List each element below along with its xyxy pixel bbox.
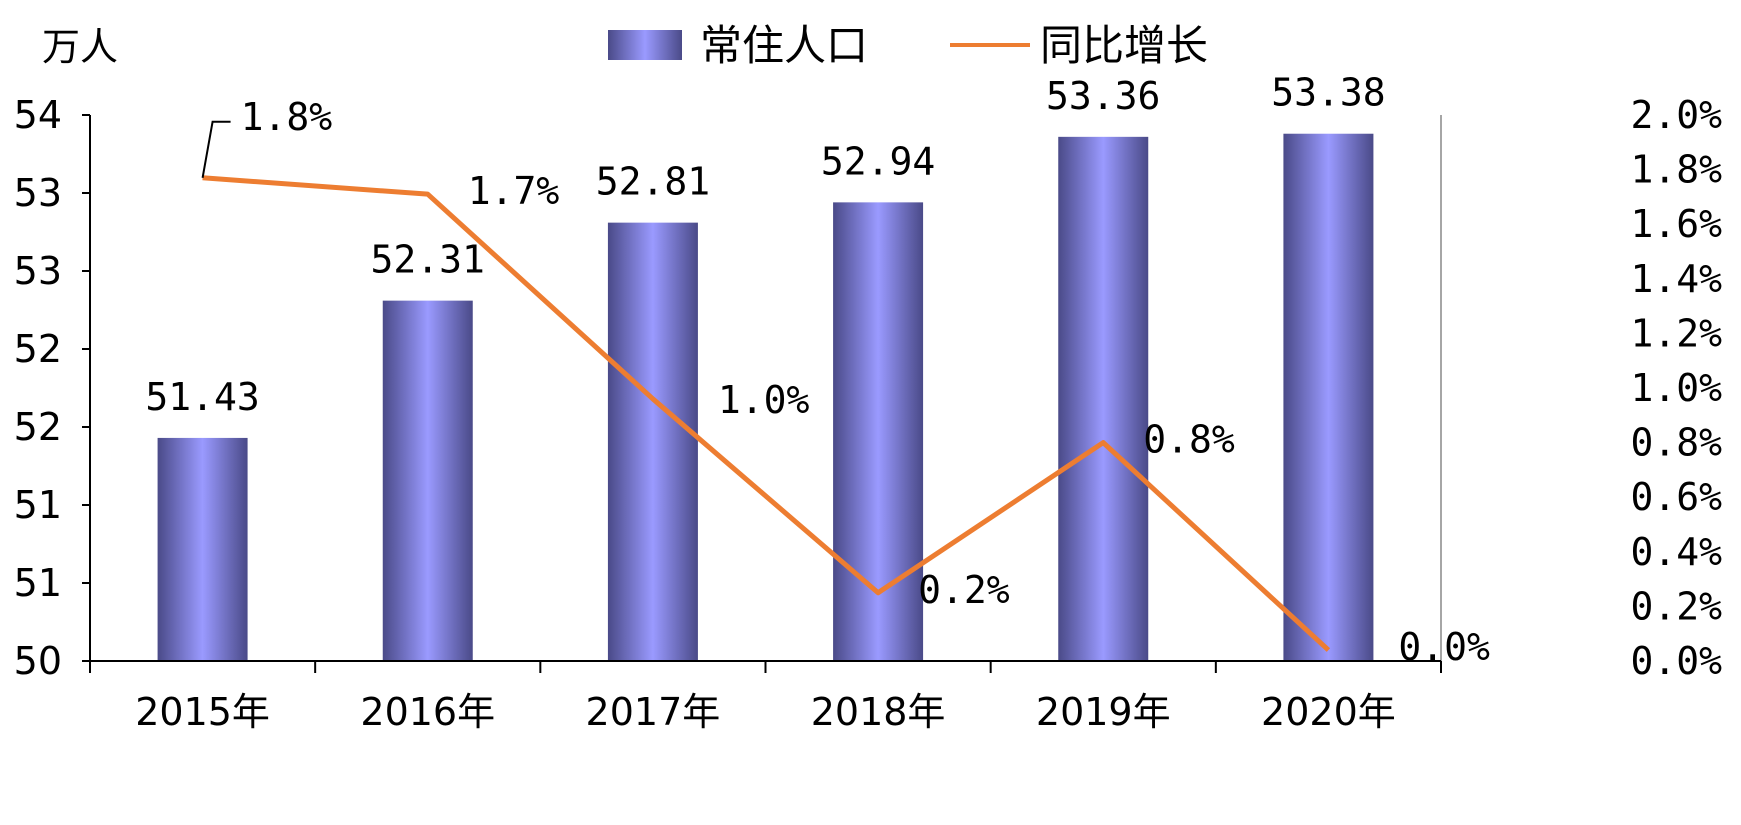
bar (833, 202, 924, 662)
bar-data-label: 52.94 (821, 139, 935, 183)
x-tick-label: 2020年 (1261, 690, 1396, 734)
right-tick-label: 0.6% (1630, 475, 1722, 519)
right-tick-label: 1.2% (1630, 311, 1722, 355)
line-series (202, 175, 1331, 652)
bar-data-label: 52.31 (371, 238, 485, 282)
x-tick-label: 2018年 (811, 690, 946, 734)
left-tick-label: 54 (14, 93, 62, 137)
right-tick-label: 1.6% (1630, 202, 1722, 246)
bar (157, 437, 248, 661)
right-axis: 0.0% 0.2% 0.4% 0.6% 0.8% 1.0% 1.2% 1.4% 1.6% 1.8%… (1440, 93, 1722, 683)
line-data-label: 1.7% (468, 169, 560, 213)
line-data-label: 1.0% (718, 378, 810, 422)
right-tick-label: 0.8% (1630, 421, 1722, 465)
right-tick-label: 0.4% (1630, 530, 1722, 574)
bar (382, 300, 473, 661)
x-tick-label: 2019年 (1036, 690, 1171, 734)
left-tick-label: 52 (14, 405, 62, 449)
legend-bar-label: 常住人口 (700, 21, 868, 70)
left-axis-unit: 万人 (42, 25, 118, 69)
line-data-labels: 1.8% 1.7% 1.0% 0.2% 0.8% 0.0% (201, 95, 1490, 669)
bar-data-label: 53.36 (1046, 74, 1160, 118)
right-tick-label: 2.0% (1630, 93, 1722, 137)
bar (1283, 133, 1374, 662)
line-data-label: 0.8% (1143, 418, 1235, 462)
right-tick-label: 1.4% (1630, 257, 1722, 301)
x-tick-label: 2016年 (360, 690, 495, 734)
bar-data-label: 53.38 (1271, 71, 1385, 115)
line-data-label: 0.0% (1398, 625, 1490, 669)
left-tick-label: 51 (14, 483, 62, 527)
x-tick-label: 2015年 (135, 690, 270, 734)
legend-bar-swatch (608, 30, 682, 60)
left-axis: 50 51 51 52 52 53 53 54 (14, 93, 91, 683)
right-tick-label: 0.2% (1630, 584, 1722, 628)
x-axis: 2015年 2016年 2017年 2018年 2019年 2020年 (89, 660, 1442, 734)
bar-data-label: 51.43 (145, 375, 259, 419)
legend-line-label: 同比增长 (1040, 21, 1208, 70)
line-data-label: 1.8% (241, 95, 333, 139)
bar-series (157, 133, 1374, 662)
left-tick-label: 53 (14, 249, 62, 293)
growth-line (202, 175, 1331, 652)
leader-line (201, 120, 231, 178)
left-tick-label: 52 (14, 327, 62, 371)
bar (607, 222, 698, 661)
line-data-label: 0.2% (918, 568, 1010, 612)
right-tick-label: 1.0% (1630, 366, 1722, 410)
right-tick-label: 0.0% (1630, 639, 1722, 683)
left-tick-label: 51 (14, 561, 62, 605)
bar-data-labels: 51.43 52.31 52.81 52.94 53.36 53.38 (145, 71, 1385, 419)
legend: 常住人口 同比增长 (608, 21, 1208, 70)
bar-data-label: 52.81 (596, 160, 710, 204)
left-tick-label: 53 (14, 171, 62, 215)
right-tick-label: 1.8% (1630, 148, 1722, 192)
left-tick-label: 50 (14, 639, 62, 683)
x-tick-label: 2017年 (586, 690, 721, 734)
bar (1058, 136, 1149, 662)
